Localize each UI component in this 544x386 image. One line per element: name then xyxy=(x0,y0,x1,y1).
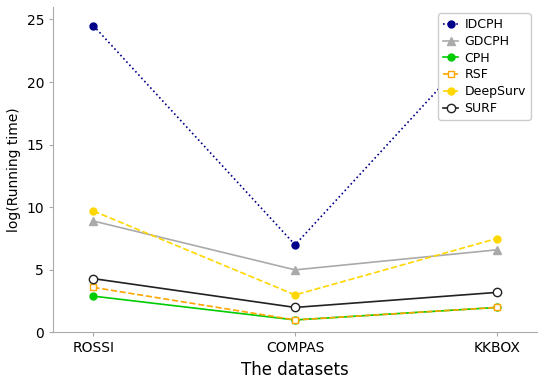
DeepSurv xyxy=(292,293,298,297)
Y-axis label: log(Running time): log(Running time) xyxy=(7,107,21,232)
GDCPH xyxy=(292,267,298,272)
Line: GDCPH: GDCPH xyxy=(89,217,501,274)
DeepSurv xyxy=(90,209,97,213)
IDCPH xyxy=(493,24,500,28)
CPH xyxy=(493,305,500,310)
X-axis label: The datasets: The datasets xyxy=(241,361,349,379)
SURF xyxy=(292,305,298,310)
GDCPH xyxy=(493,247,500,252)
Legend: IDCPH, GDCPH, CPH, RSF, DeepSurv, SURF: IDCPH, GDCPH, CPH, RSF, DeepSurv, SURF xyxy=(438,13,531,120)
CPH xyxy=(292,318,298,322)
Line: IDCPH: IDCPH xyxy=(90,22,500,248)
GDCPH xyxy=(90,219,97,223)
DeepSurv xyxy=(493,236,500,241)
Line: CPH: CPH xyxy=(90,293,500,323)
Line: DeepSurv: DeepSurv xyxy=(90,208,500,298)
IDCPH xyxy=(292,242,298,247)
Line: RSF: RSF xyxy=(90,284,500,323)
CPH xyxy=(90,294,97,298)
RSF xyxy=(292,318,298,322)
Line: SURF: SURF xyxy=(89,274,501,312)
SURF xyxy=(90,276,97,281)
RSF xyxy=(493,305,500,310)
RSF xyxy=(90,285,97,290)
IDCPH xyxy=(90,24,97,28)
SURF xyxy=(493,290,500,295)
